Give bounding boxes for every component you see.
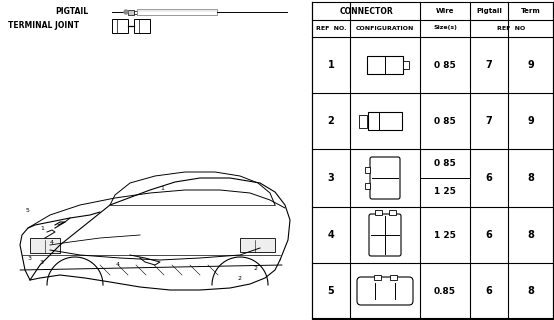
Text: 0.85: 0.85 bbox=[434, 286, 456, 295]
Bar bbox=[134, 11, 137, 13]
Text: REF  NO.: REF NO. bbox=[316, 26, 346, 30]
FancyBboxPatch shape bbox=[370, 157, 400, 199]
Text: 6: 6 bbox=[486, 286, 493, 296]
Bar bbox=[375, 210, 382, 214]
Text: 1 25: 1 25 bbox=[434, 188, 456, 196]
Bar bbox=[30, 238, 60, 253]
Bar bbox=[388, 210, 396, 214]
Text: 1: 1 bbox=[160, 186, 164, 190]
Bar bbox=[367, 56, 403, 74]
Text: Size(s): Size(s) bbox=[433, 26, 457, 30]
Text: 1: 1 bbox=[40, 226, 44, 230]
Bar bbox=[368, 112, 402, 130]
Text: 4: 4 bbox=[116, 262, 120, 268]
Bar bbox=[359, 115, 367, 127]
Text: 0 85: 0 85 bbox=[434, 158, 456, 167]
Text: 6: 6 bbox=[486, 230, 493, 240]
Text: 5: 5 bbox=[327, 286, 335, 296]
Bar bbox=[365, 167, 370, 173]
FancyBboxPatch shape bbox=[357, 277, 413, 305]
Text: 3: 3 bbox=[327, 173, 335, 183]
Text: 9: 9 bbox=[527, 116, 534, 126]
Text: 1: 1 bbox=[327, 60, 335, 70]
Bar bbox=[112, 19, 128, 33]
Text: 2: 2 bbox=[238, 276, 242, 281]
Text: 3: 3 bbox=[28, 255, 32, 260]
Text: 8: 8 bbox=[527, 286, 534, 296]
Text: Pigtail: Pigtail bbox=[476, 8, 502, 14]
Text: CONNECTOR: CONNECTOR bbox=[339, 6, 393, 15]
Bar bbox=[373, 275, 381, 279]
Text: 9: 9 bbox=[527, 60, 534, 70]
Text: 5: 5 bbox=[26, 207, 30, 212]
Text: 7: 7 bbox=[486, 60, 493, 70]
Text: 6: 6 bbox=[486, 173, 493, 183]
Text: 4: 4 bbox=[50, 239, 54, 244]
Bar bbox=[240, 238, 275, 252]
FancyBboxPatch shape bbox=[369, 214, 401, 256]
Bar bbox=[403, 61, 409, 69]
Text: 0 85: 0 85 bbox=[434, 60, 456, 69]
Text: Wire: Wire bbox=[436, 8, 454, 14]
Text: TERMINAL JOINT: TERMINAL JOINT bbox=[8, 21, 79, 30]
Text: CONFIGURATION: CONFIGURATION bbox=[356, 26, 414, 30]
Circle shape bbox=[124, 10, 128, 14]
Bar bbox=[134, 19, 150, 33]
Text: PIGTAIL: PIGTAIL bbox=[55, 7, 88, 17]
Text: 7: 7 bbox=[486, 116, 493, 126]
Bar bbox=[365, 183, 370, 189]
Text: Term: Term bbox=[521, 8, 540, 14]
Text: 1 25: 1 25 bbox=[434, 230, 456, 239]
Bar bbox=[128, 10, 134, 14]
Text: 8: 8 bbox=[527, 173, 534, 183]
Text: 2: 2 bbox=[253, 266, 257, 270]
Text: 8: 8 bbox=[527, 230, 534, 240]
Text: 0 85: 0 85 bbox=[434, 116, 456, 125]
Bar bbox=[389, 275, 397, 279]
Text: 4: 4 bbox=[327, 230, 335, 240]
Text: REF  NO: REF NO bbox=[497, 26, 526, 30]
Text: 2: 2 bbox=[327, 116, 335, 126]
Text: 3: 3 bbox=[40, 260, 44, 265]
Bar bbox=[137, 9, 217, 15]
